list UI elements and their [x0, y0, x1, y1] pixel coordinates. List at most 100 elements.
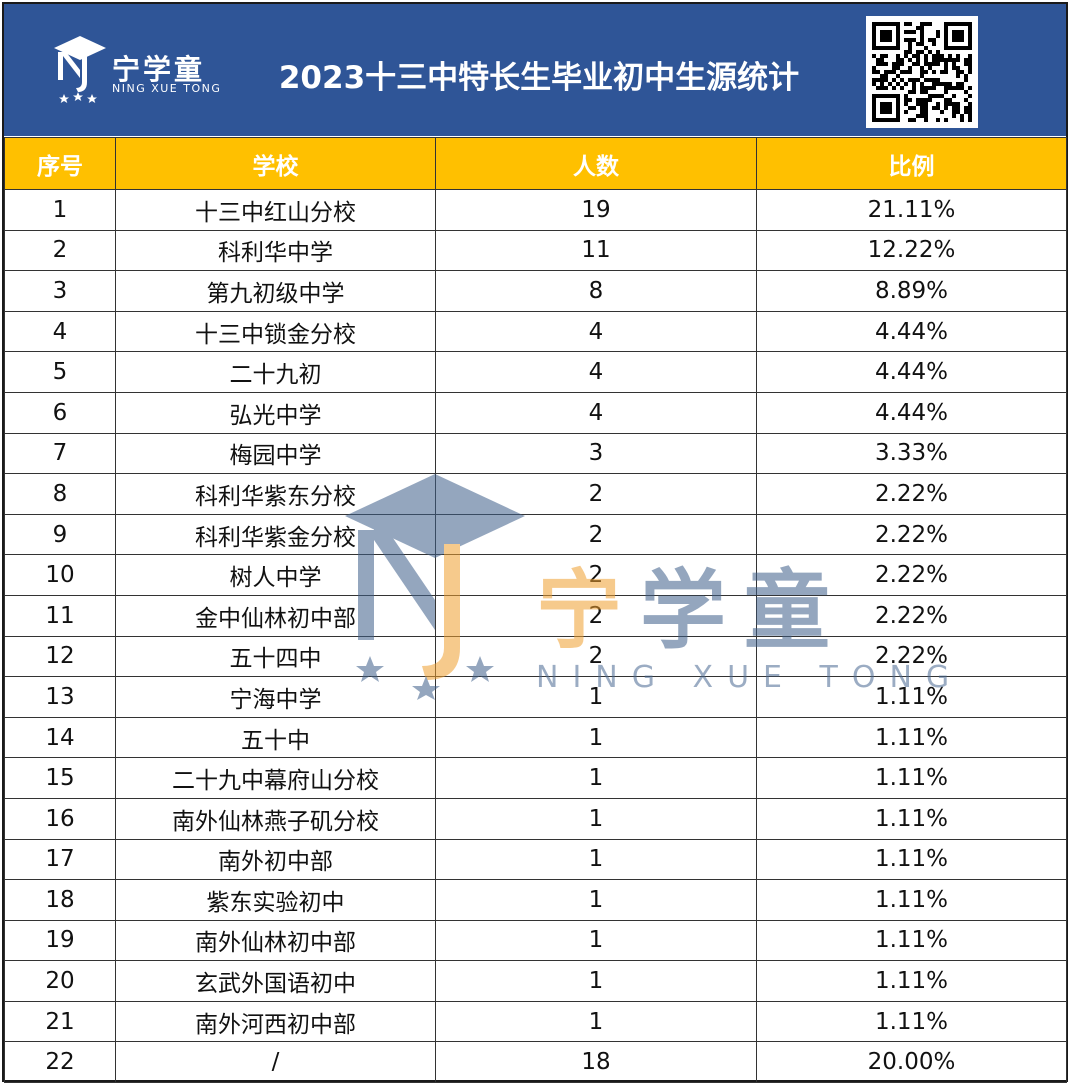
student-count: 4	[435, 310, 757, 353]
table-row: 15 二十九中幕府山分校 1 1.11%	[4, 757, 1067, 799]
ratio: 2.22%	[756, 554, 1067, 596]
school-name: 玄武外国语初中	[115, 960, 436, 1002]
row-index: 1	[4, 189, 116, 231]
school-name: 南外初中部	[115, 838, 436, 881]
school-name: 金中仙林初中部	[115, 594, 436, 637]
student-count: 18	[435, 1041, 757, 1084]
school-name: 树人中学	[115, 554, 436, 596]
row-index: 20	[4, 960, 116, 1002]
ratio: 2.22%	[756, 473, 1067, 515]
student-count: 11	[435, 229, 757, 272]
ratio: 8.89%	[756, 270, 1067, 312]
row-index: 21	[4, 1000, 116, 1043]
star-icon	[87, 94, 97, 103]
student-count: 1	[435, 716, 757, 759]
ratio: 1.11%	[756, 960, 1067, 1002]
ratio: 1.11%	[756, 757, 1067, 799]
ratio: 1.11%	[756, 716, 1067, 759]
table-row: 18 紫东实验初中 1 1.11%	[4, 879, 1067, 921]
header-school: 学校	[115, 137, 436, 190]
table-row: 9 科利华紫金分校 2 2.22%	[4, 513, 1067, 556]
header-ratio: 比例	[756, 137, 1067, 190]
school-name: 宁海中学	[115, 676, 436, 718]
student-count: 8	[435, 270, 757, 312]
student-count: 3	[435, 432, 757, 475]
star-icon	[59, 94, 69, 103]
table-row: 14 五十中 1 1.11%	[4, 716, 1067, 759]
student-count: 1	[435, 1000, 757, 1043]
row-index: 5	[4, 351, 116, 393]
table-row: 7 梅园中学 3 3.33%	[4, 432, 1067, 475]
school-name: 科利华紫金分校	[115, 513, 436, 556]
student-count: 1	[435, 879, 757, 921]
ratio: 12.22%	[756, 229, 1067, 272]
brand-logo: 宁学童 NING XUE TONG	[52, 34, 232, 114]
ratio: 1.11%	[756, 797, 1067, 840]
table-row: 16 南外仙林燕子矶分校 1 1.11%	[4, 797, 1067, 840]
row-index: 6	[4, 391, 116, 434]
row-index: 15	[4, 757, 116, 799]
student-count: 2	[435, 473, 757, 515]
brand-name-cn: 宁学童	[112, 53, 206, 86]
row-index: 19	[4, 919, 116, 962]
table-header-row: 序号 学校 人数 比例	[4, 137, 1067, 190]
ratio: 2.22%	[756, 635, 1067, 678]
ratio: 1.11%	[756, 919, 1067, 962]
row-index: 13	[4, 676, 116, 718]
brand-name-en: NING XUE TONG	[112, 82, 222, 95]
table-row: 17 南外初中部 1 1.11%	[4, 838, 1067, 881]
school-name: 二十九中幕府山分校	[115, 757, 436, 799]
student-count: 1	[435, 797, 757, 840]
row-index: 14	[4, 716, 116, 759]
ratio: 21.11%	[756, 189, 1067, 231]
student-count: 2	[435, 554, 757, 596]
table-row: 21 南外河西初中部 1 1.11%	[4, 1000, 1067, 1043]
ratio: 4.44%	[756, 310, 1067, 353]
ratio: 1.11%	[756, 879, 1067, 921]
row-index: 8	[4, 473, 116, 515]
student-count: 1	[435, 919, 757, 962]
ratio: 1.11%	[756, 838, 1067, 881]
school-name: 南外仙林燕子矶分校	[115, 797, 436, 840]
table-row: 3 第九初级中学 8 8.89%	[4, 270, 1067, 312]
ratio: 1.11%	[756, 676, 1067, 718]
ratio: 4.44%	[756, 391, 1067, 434]
table-row: 20 玄武外国语初中 1 1.11%	[4, 960, 1067, 1002]
student-count: 1	[435, 838, 757, 881]
table-row: 4 十三中锁金分校 4 4.44%	[4, 310, 1067, 353]
row-index: 10	[4, 554, 116, 596]
table-row: 6 弘光中学 4 4.44%	[4, 391, 1067, 434]
school-name: 南外仙林初中部	[115, 919, 436, 962]
student-count: 1	[435, 757, 757, 799]
school-name: 科利华中学	[115, 229, 436, 272]
ratio: 4.44%	[756, 351, 1067, 393]
table-row: 1 十三中红山分校 19 21.11%	[4, 189, 1067, 231]
school-name: 科利华紫东分校	[115, 473, 436, 515]
school-name: 南外河西初中部	[115, 1000, 436, 1043]
row-index: 12	[4, 635, 116, 678]
student-count: 1	[435, 960, 757, 1002]
row-index: 9	[4, 513, 116, 556]
page-title: 2023十三中特长生毕业初中生源统计	[278, 60, 800, 96]
table-row: 10 树人中学 2 2.22%	[4, 554, 1067, 596]
table-row: 8 科利华紫东分校 2 2.22%	[4, 473, 1067, 515]
table-row: 11 金中仙林初中部 2 2.22%	[4, 594, 1067, 637]
student-count: 19	[435, 189, 757, 231]
school-name: 二十九初	[115, 351, 436, 393]
student-count: 4	[435, 351, 757, 393]
table-row: 19 南外仙林初中部 1 1.11%	[4, 919, 1067, 962]
student-count: 1	[435, 676, 757, 718]
table-row: 22/18 20.00%	[4, 1041, 1067, 1084]
school-name: 五十四中	[115, 635, 436, 678]
qr-code-icon	[872, 22, 972, 122]
school-name: 第九初级中学	[115, 270, 436, 312]
school-name: 十三中红山分校	[115, 189, 436, 231]
ratio: 20.00%	[756, 1041, 1067, 1084]
row-index: 7	[4, 432, 116, 475]
row-index: 11	[4, 594, 116, 637]
student-count: 2	[435, 635, 757, 678]
student-count: 4	[435, 391, 757, 434]
row-index: 2	[4, 229, 116, 272]
source-statistics-table: 序号 学校 人数 比例 1 十三中红山分校 19 21.11% 2 科利华中学 11 12.2…	[4, 137, 1067, 1084]
qr-code	[866, 16, 978, 128]
